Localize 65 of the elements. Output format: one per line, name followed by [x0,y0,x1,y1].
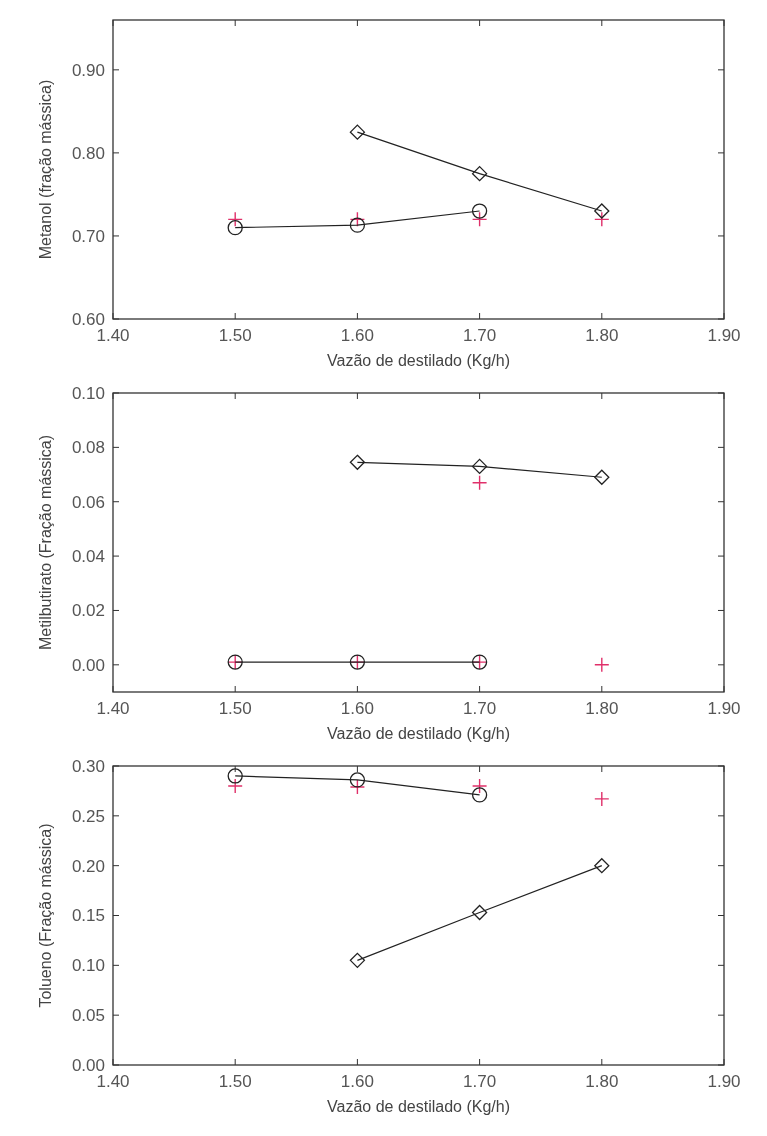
x-tick-label: 1.60 [340,699,374,718]
point [594,657,610,673]
x-tick-label: 1.80 [585,699,619,718]
x-tick-label: 1.40 [96,699,130,718]
point [594,791,610,807]
y-axis-title: Metilbutirato (Fração mássica) [37,434,54,651]
x-axis-title: Vazão de destilado (Kg/h) [327,352,510,369]
y-tick-label: 0.00 [71,1055,105,1075]
y-tick-label: 0.90 [71,60,105,80]
point [594,858,610,874]
y-tick-label: 0.15 [71,906,105,926]
point [471,904,488,921]
point [471,778,488,794]
y-tick-label: 0.30 [71,756,105,776]
x-tick-label: 1.50 [218,1072,252,1091]
point [227,219,243,236]
x-tick-label: 1.70 [463,699,497,718]
y-tick-label: 0.25 [71,806,105,826]
y-tick-label: 0.80 [71,143,105,163]
point [349,772,366,788]
x-tick-label: 1.40 [96,326,130,345]
point [471,787,488,803]
x-axis-title: Vazão de destilado (Kg/h) [327,1098,510,1115]
point [594,469,610,485]
y-axis-title: Metanol (fração mássica) [37,79,54,260]
x-tick-label: 1.90 [707,326,741,345]
y-tick-label: 0.02 [71,601,105,621]
y-tick-label: 0.00 [71,655,105,675]
y-tick-label: 0.20 [71,856,105,876]
point [471,458,488,475]
point [227,768,243,784]
x-tick-label: 1.50 [218,699,252,718]
y-tick-label: 0.04 [71,547,105,567]
point [349,454,366,470]
x-tick-label: 1.40 [96,1072,130,1091]
y-tick-label: 0.60 [71,309,105,329]
y-tick-label: 0.05 [71,1006,105,1026]
point [594,211,610,228]
point [471,475,488,491]
x-tick-label: 1.60 [340,1072,374,1091]
y-tick-label: 0.06 [71,492,105,512]
point [349,779,366,795]
x-tick-label: 1.50 [218,326,252,345]
x-tick-label: 1.80 [585,326,619,345]
x-tick-label: 1.80 [585,1072,619,1091]
point [594,203,610,219]
x-axis-title: Vazão de destilado (Kg/h) [327,725,510,742]
y-tick-label: 0.08 [71,438,105,458]
x-tick-label: 1.70 [463,1072,497,1091]
x-tick-label: 1.90 [707,699,741,718]
point [227,778,243,794]
point [471,211,488,228]
point [349,217,366,233]
point [471,203,488,219]
x-tick-label: 1.90 [707,1072,741,1091]
y-tick-label: 0.70 [71,226,105,246]
x-tick-label: 1.60 [340,326,374,345]
point [349,124,366,140]
y-tick-label: 0.10 [71,956,105,976]
y-tick-label: 0.10 [71,383,105,403]
point [349,952,366,968]
x-tick-label: 1.70 [463,326,497,345]
y-axis-title: Tolueno (Fração mássica) [37,823,54,1008]
point [471,166,488,182]
point [227,211,243,228]
